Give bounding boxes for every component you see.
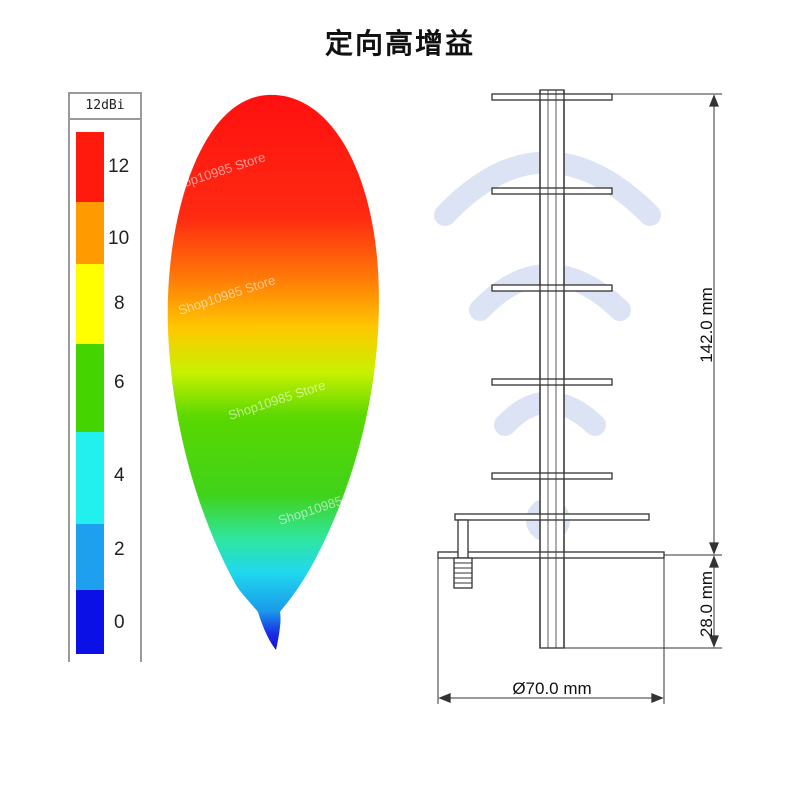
legend-tick-8: 8 [114,293,125,314]
legend-tick-10: 10 [108,228,130,249]
legend-color-bar [76,132,104,654]
antenna-element [491,378,613,386]
dimension-height-base: 28.0 mm [697,571,716,637]
radiation-pattern-lobe: Shop10985 Store Shop10985 Store Shop1098… [166,94,379,651]
antenna-element [491,93,613,101]
antenna-element [491,284,613,292]
legend-segment-12 [76,132,104,202]
antenna-technical-drawing [437,89,722,704]
antenna-base-plate [437,551,665,559]
antenna-driven-element [454,513,650,521]
legend-segment-4 [76,432,104,524]
legend-tick-6: 6 [114,372,125,393]
legend-unit-label: 12dBi [68,92,142,120]
legend-tick-0: 0 [114,612,125,633]
dimension-diameter: Ø70.0 mm [512,679,591,698]
legend-segment-6 [76,344,104,432]
antenna-element [491,187,613,195]
legend-segment-10 [76,202,104,264]
dimension-height-main: 142.0 mm [697,287,716,363]
legend-segment-0 [76,590,104,654]
legend-tick-4: 4 [114,465,125,486]
antenna-element [491,472,613,480]
page-title: 定向高增益 [324,27,475,60]
legend-segment-2 [76,524,104,590]
antenna-boom [539,89,565,649]
legend-frame [68,92,142,662]
legend-tick-12: 12 [108,156,130,177]
connector-feed [457,519,469,559]
legend-segment-8 [76,264,104,344]
legend-tick-2: 2 [114,539,125,560]
